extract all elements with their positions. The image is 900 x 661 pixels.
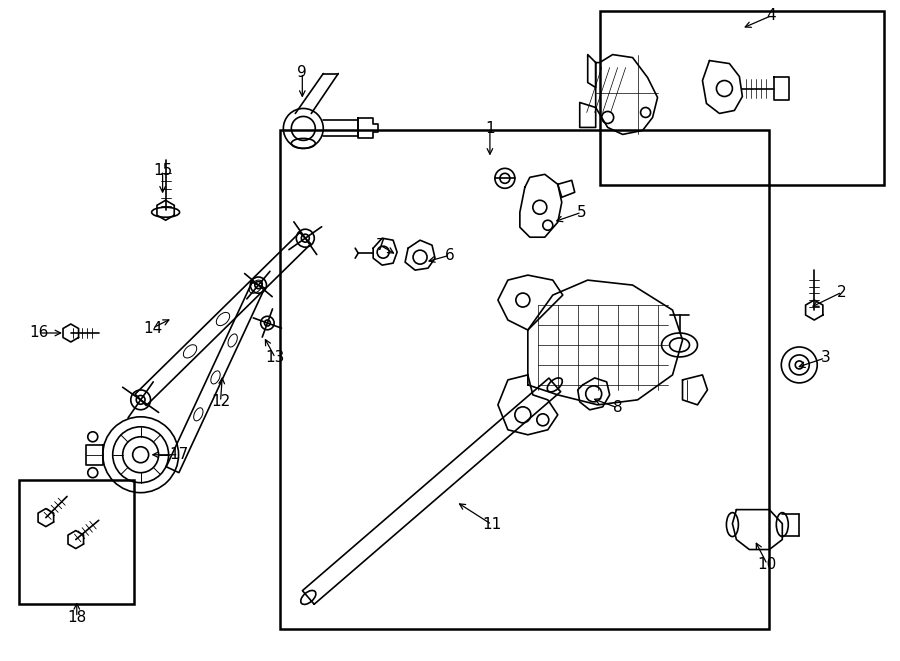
Text: 6: 6 (446, 248, 454, 262)
Text: 15: 15 (153, 163, 172, 178)
Text: 4: 4 (767, 8, 776, 23)
Text: 7: 7 (375, 238, 385, 253)
Text: 2: 2 (837, 285, 847, 299)
Text: 10: 10 (758, 557, 777, 572)
Text: 16: 16 (29, 325, 49, 340)
Text: 8: 8 (613, 401, 623, 415)
Text: 12: 12 (211, 395, 230, 409)
Text: 1: 1 (485, 121, 495, 136)
Text: 3: 3 (820, 350, 830, 366)
Bar (281, 130, 770, 629)
Text: 5: 5 (577, 205, 587, 219)
Text: 9: 9 (297, 65, 307, 80)
Text: 17: 17 (169, 447, 188, 462)
Bar (599, 11, 884, 185)
Bar (19, 480, 134, 604)
Text: 11: 11 (482, 517, 501, 532)
Text: 18: 18 (68, 610, 86, 625)
Text: 14: 14 (143, 321, 162, 336)
Text: 13: 13 (266, 350, 285, 366)
